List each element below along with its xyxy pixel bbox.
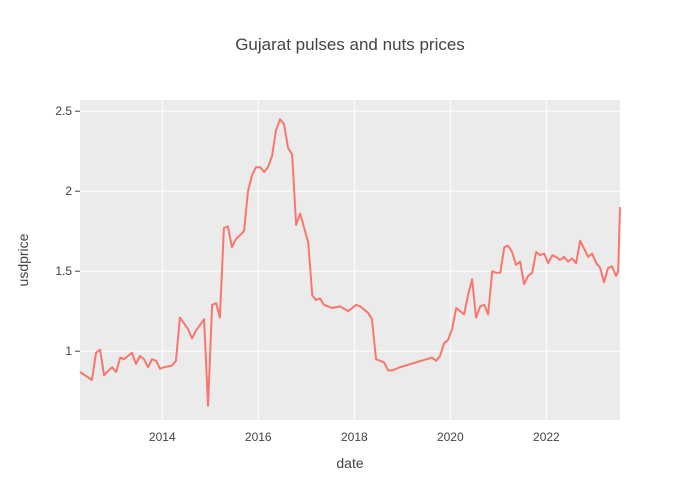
x-tick-label: 2020 — [437, 430, 464, 444]
y-tick-label: 2.5 — [55, 104, 72, 118]
y-axis-title: usdprice — [15, 233, 31, 286]
plot-background — [80, 100, 620, 420]
x-tick-label: 2022 — [533, 430, 560, 444]
y-tick-label: 1 — [65, 344, 72, 358]
x-axis-title: date — [336, 455, 363, 471]
x-axis-ticks: 2014 2016 2018 2020 2022 — [149, 430, 560, 444]
series-line — [79, 118, 621, 407]
chart-title: Gujarat pulses and nuts prices — [235, 35, 465, 54]
x-tick-label: 2016 — [245, 430, 272, 444]
y-axis-ticks: 1 1.5 2 2.5 — [55, 104, 80, 358]
y-tick-label: 1.5 — [55, 264, 72, 278]
x-tick-label: 2014 — [149, 430, 176, 444]
x-tick-label: 2018 — [341, 430, 368, 444]
series-layer — [79, 118, 621, 407]
y-tick-label: 2 — [65, 184, 72, 198]
